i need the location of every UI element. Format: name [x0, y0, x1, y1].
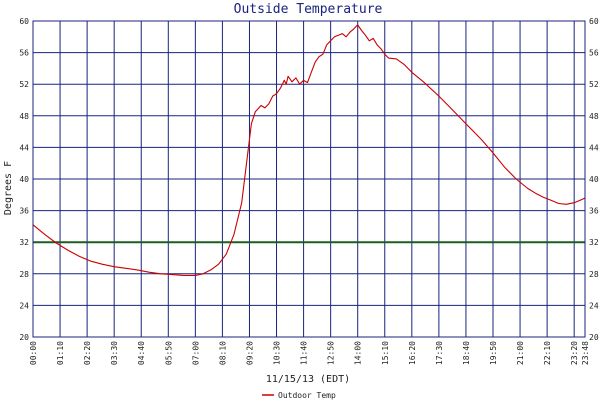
- x-tick-label: 10:30: [273, 341, 282, 365]
- y-tick-label: 32: [19, 238, 29, 247]
- y-tick-label-right: 32: [589, 238, 599, 247]
- y-tick-label: 20: [19, 333, 29, 342]
- x-tick-label: 00:00: [29, 341, 38, 365]
- y-tick-label-right: 28: [589, 270, 599, 279]
- x-tick-label: 02:20: [83, 341, 92, 365]
- x-tick-label: 07:00: [191, 341, 200, 365]
- x-tick-label: 09:20: [245, 341, 254, 365]
- y-tick-label-right: 56: [589, 49, 599, 58]
- chart-title: Outside Temperature: [234, 2, 383, 17]
- y-tick-label: 60: [19, 17, 29, 26]
- x-tick-label: 18:40: [462, 341, 471, 365]
- y-tick-label-right: 48: [589, 112, 599, 121]
- y-tick-label: 52: [19, 80, 29, 89]
- series-layer: [32, 24, 586, 276]
- y-tick-label: 48: [19, 112, 29, 121]
- y-tick-label: 36: [19, 207, 29, 216]
- x-tick-label: 15:10: [381, 341, 390, 365]
- x-tick-label: 05:50: [164, 341, 173, 365]
- gridlines: [32, 20, 586, 338]
- x-tick-label: 17:30: [435, 341, 444, 365]
- x-tick-label: 03:30: [110, 341, 119, 365]
- y-tick-label-right: 24: [589, 301, 599, 310]
- x-tick-label: 14:00: [354, 341, 363, 365]
- x-tick-label: 16:20: [408, 341, 417, 365]
- y-tick-label-right: 20: [589, 333, 599, 342]
- x-tick-label: 04:40: [137, 341, 146, 365]
- plot-frame: [32, 20, 586, 338]
- y-tick-label-right: 52: [589, 80, 599, 89]
- x-tick-label: 12:50: [327, 341, 336, 365]
- y-tick-labels-right: 20 24 28 32 36 40 44 48 52 56 60: [589, 17, 599, 342]
- y-tick-label: 44: [19, 143, 29, 152]
- y-tick-label-right: 60: [589, 17, 599, 26]
- legend: Outdoor Temp: [262, 391, 336, 400]
- y-tick-label: 28: [19, 270, 29, 279]
- x-axis-label: 11/15/13 (EDT): [266, 374, 350, 385]
- x-tick-label: 21:00: [516, 341, 525, 365]
- x-tick-label: 11:40: [300, 341, 309, 365]
- y-tick-label: 40: [19, 175, 29, 184]
- y-tick-label-right: 44: [589, 143, 599, 152]
- y-tick-label: 24: [19, 301, 29, 310]
- x-tick-label: 22:10: [543, 341, 552, 365]
- series-line-outdoor-temp: [32, 24, 586, 276]
- y-tick-label: 56: [19, 49, 29, 58]
- legend-label-outdoor-temp: Outdoor Temp: [278, 391, 336, 400]
- y-tick-labels-left: 20 24 28 32 36 40 44 48 52 56 60: [19, 17, 29, 342]
- y-tick-label-right: 36: [589, 207, 599, 216]
- x-tick-label: 19:50: [489, 341, 498, 365]
- x-tick-label: 01:10: [56, 341, 65, 365]
- x-tick-label: 23:20: [570, 341, 579, 365]
- y-axis-label: Degrees F: [3, 161, 14, 215]
- x-tick-label: 08:10: [218, 341, 227, 365]
- x-tick-label: 23:48: [581, 341, 590, 365]
- x-tick-labels: 00:00 01:10 02:20 03:30 04:40 05:50 07:00 08:10…: [29, 341, 590, 365]
- y-tick-label-right: 40: [589, 175, 599, 184]
